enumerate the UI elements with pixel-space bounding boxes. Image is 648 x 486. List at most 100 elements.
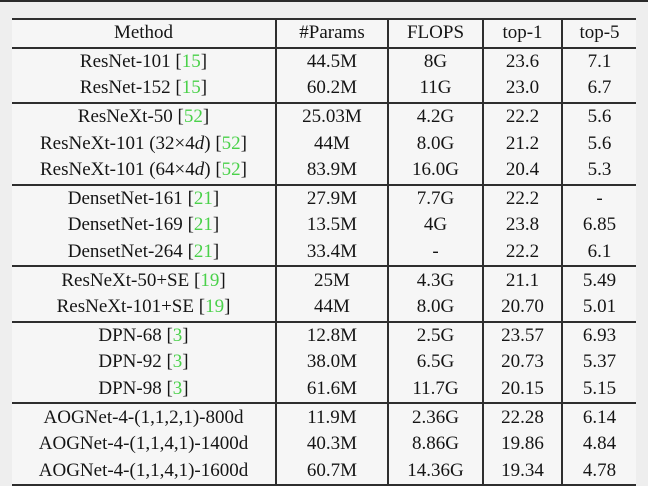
top1-cell: 23.57 xyxy=(482,321,562,350)
flops-cell: 11.7G xyxy=(387,375,483,404)
params-cell: 44M xyxy=(275,130,388,157)
flops-cell: 14.36G xyxy=(387,457,483,486)
params-cell: 33.4M xyxy=(275,238,388,267)
table-group-2: DensetNet-161 [21] 27.9M 7.7G 22.2- DensetNe… xyxy=(12,184,636,267)
flops-cell: 4G xyxy=(387,212,483,239)
table-row: AOGNet-4-(1,1,2,1)-800d 11.9M 2.36G 22.28 6.… xyxy=(12,403,636,431)
top1-cell: 21.1 xyxy=(482,266,562,294)
citation-ref: 52 xyxy=(183,106,203,128)
method-name: ResNet-101 xyxy=(79,50,171,72)
top5-cell: - xyxy=(561,184,636,213)
top1-cell: 20.4 xyxy=(482,156,562,185)
method-cell: AOGNet-4-(1,1,4,1)-1600d xyxy=(12,458,276,486)
flops-cell: 8.0G xyxy=(387,293,483,322)
method-name: ResNet-152 xyxy=(79,77,171,99)
top1-cell: 22.2 xyxy=(482,238,562,267)
params-cell: 61.6M xyxy=(275,375,388,404)
method-name: ResNeXt-50+SE xyxy=(61,269,190,291)
citation-ref: 21 xyxy=(193,241,213,263)
table-group-3: ResNeXt-50+SE [19] 25M 4.3G 21.1 5.49 ResNeXt… xyxy=(12,266,636,322)
method-name: AOGNet-4-(1,1,4,1)-1600d xyxy=(38,459,249,481)
params-cell: 60.7M xyxy=(275,457,388,486)
method-cell: ResNeXt-50 [52] xyxy=(77,106,210,128)
top5-cell: 5.6 xyxy=(561,102,636,131)
flops-cell: 8.86G xyxy=(387,430,483,458)
top1-cell: 23.6 xyxy=(482,47,562,76)
method-cell: DPN-98 [3] xyxy=(98,378,189,400)
method-cell: DensetNet-161 [21] xyxy=(67,187,220,209)
flops-cell: 2.5G xyxy=(387,321,483,350)
table-row: DensetNet-169 [21] 13.5M 4G 23.8 6.85 xyxy=(12,212,636,239)
citation-ref: 21 xyxy=(193,187,213,209)
top5-cell: 4.78 xyxy=(561,457,636,486)
top1-cell: 22.28 xyxy=(482,403,562,431)
table-header: Method #Params FLOPS top-1 top-5 xyxy=(12,19,636,48)
top5-cell: 5.15 xyxy=(561,375,636,404)
flops-cell: 6.5G xyxy=(387,349,483,376)
method-name: ResNeXt-101 (32×4d) xyxy=(39,132,211,154)
table-row: AOGNet-4-(1,1,4,1)-1600d 60.7M 14.36G 19.34… xyxy=(12,457,636,486)
top-edge-line xyxy=(0,0,648,2)
top5-cell: 5.49 xyxy=(561,266,636,294)
params-cell: 25M xyxy=(275,266,388,294)
method-name: DPN-68 xyxy=(98,324,162,346)
flops-cell: 8G xyxy=(387,47,483,76)
citation-ref: 52 xyxy=(221,132,241,154)
flops-cell: - xyxy=(387,238,483,267)
table-group-4: DPN-68 [3] 12.8M 2.5G 23.57 6.93 DPN-92 [3] 38… xyxy=(12,321,636,404)
table-group-1: ResNeXt-50 [52] 25.03M 4.2G 22.2 5.6 ResNeXt-… xyxy=(12,102,636,185)
top1-cell: 21.2 xyxy=(482,130,562,157)
citation-ref: 15 xyxy=(181,77,201,99)
params-cell: 38.0M xyxy=(275,349,388,376)
flops-cell: 4.3G xyxy=(387,266,483,294)
citation-ref: 3 xyxy=(172,324,183,346)
citation-ref: 19 xyxy=(200,269,220,291)
params-cell: 40.3M xyxy=(275,430,388,458)
table-group-0: ResNet-101 [15] 44.5M 8G 23.6 7.1 ResNet-152 … xyxy=(12,47,636,103)
flops-cell: 2.36G xyxy=(387,403,483,431)
top1-cell: 23.0 xyxy=(482,75,562,103)
method-cell: DPN-68 [3] xyxy=(98,324,189,346)
table-row: ResNet-152 [15] 60.2M 11G 23.0 6.7 xyxy=(12,75,636,103)
top5-cell: 5.6 xyxy=(561,130,636,157)
citation-ref: 21 xyxy=(193,214,213,236)
flops-cell: 7.7G xyxy=(387,184,483,213)
flops-cell: 16.0G xyxy=(387,156,483,185)
method-cell: ResNeXt-50+SE [19] xyxy=(61,269,226,291)
top1-cell: 19.34 xyxy=(482,457,562,486)
citation-ref: 15 xyxy=(181,50,201,72)
top5-cell: 5.01 xyxy=(561,293,636,322)
method-cell: DPN-92 [3] xyxy=(98,351,189,373)
header-row: Method #Params FLOPS top-1 top-5 xyxy=(12,19,636,48)
results-table: Method #Params FLOPS top-1 top-5 ResNet-… xyxy=(12,18,636,486)
method-cell: DensetNet-169 [21] xyxy=(67,214,220,236)
citation-ref: 19 xyxy=(205,296,225,318)
method-cell: DensetNet-264 [21] xyxy=(67,241,220,263)
table-row: AOGNet-4-(1,1,4,1)-1400d 40.3M 8.86G 19.86 4… xyxy=(12,430,636,458)
method-cell: ResNet-152 [15] xyxy=(79,77,208,99)
params-cell: 27.9M xyxy=(275,184,388,213)
col-header-flops: FLOPS xyxy=(387,19,483,48)
top5-cell: 6.7 xyxy=(561,75,636,103)
col-header-top5: top-5 xyxy=(561,19,636,48)
params-cell: 13.5M xyxy=(275,212,388,239)
top5-cell: 6.14 xyxy=(561,403,636,431)
top1-cell: 23.8 xyxy=(482,212,562,239)
method-cell: AOGNet-4-(1,1,4,1)-1400d xyxy=(12,431,276,458)
params-cell: 60.2M xyxy=(275,75,388,103)
citation-ref: 3 xyxy=(172,351,183,373)
table-row: DPN-68 [3] 12.8M 2.5G 23.57 6.93 xyxy=(12,321,636,350)
table-row: ResNeXt-101+SE [19] 44M 8.0G 20.70 5.01 xyxy=(12,293,636,322)
table-row: DPN-98 [3] 61.6M 11.7G 20.15 5.15 xyxy=(12,375,636,404)
top5-cell: 4.84 xyxy=(561,430,636,458)
citation-ref: 3 xyxy=(172,378,183,400)
flops-cell: 8.0G xyxy=(387,130,483,157)
method-name: DensetNet-161 xyxy=(67,187,183,209)
table-group-5: AOGNet-4-(1,1,2,1)-800d 11.9M 2.36G 22.28 6.… xyxy=(12,403,636,486)
method-name: ResNeXt-101+SE xyxy=(56,296,194,318)
table-row: DPN-92 [3] 38.0M 6.5G 20.73 5.37 xyxy=(12,349,636,376)
method-name: DPN-98 xyxy=(98,378,162,400)
top1-cell: 20.15 xyxy=(482,375,562,404)
table-row: ResNeXt-50+SE [19] 25M 4.3G 21.1 5.49 xyxy=(12,266,636,294)
